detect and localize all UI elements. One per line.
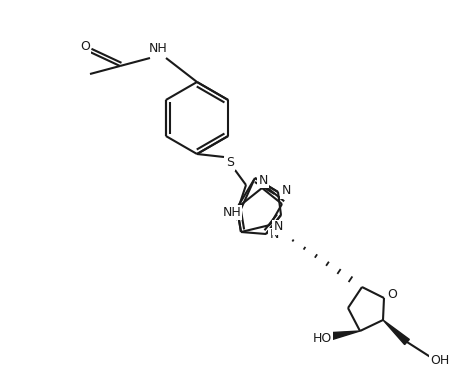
Text: O: O bbox=[387, 289, 397, 301]
Text: NH: NH bbox=[223, 206, 241, 219]
Text: N: N bbox=[269, 228, 279, 242]
Text: O: O bbox=[80, 41, 90, 54]
Polygon shape bbox=[383, 320, 409, 344]
Text: N: N bbox=[258, 174, 268, 187]
Text: HO: HO bbox=[313, 332, 332, 344]
Text: N: N bbox=[282, 185, 291, 197]
Text: S: S bbox=[226, 156, 234, 170]
Text: NH: NH bbox=[149, 41, 167, 54]
Text: OH: OH bbox=[430, 355, 450, 368]
Polygon shape bbox=[331, 331, 360, 339]
Text: N: N bbox=[273, 221, 283, 233]
